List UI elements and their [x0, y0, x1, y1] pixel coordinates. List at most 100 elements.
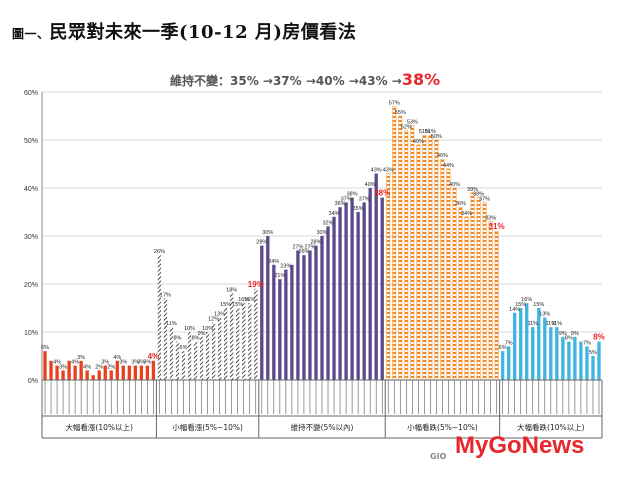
- bar: [579, 341, 583, 380]
- bar: [452, 187, 457, 381]
- bar: [133, 365, 137, 380]
- bar: [416, 144, 421, 381]
- bar: [175, 341, 180, 380]
- bar: [163, 298, 168, 380]
- bar: [591, 356, 595, 380]
- bar: [43, 351, 47, 380]
- bar: [482, 202, 487, 381]
- group-label: 小幅看漲(5%~10%): [172, 422, 243, 432]
- bar: [537, 308, 541, 380]
- bar: [476, 197, 481, 381]
- data-label: 16%: [244, 297, 255, 303]
- bar: [260, 245, 264, 380]
- bar: [205, 332, 210, 380]
- data-label: 49%: [413, 139, 424, 145]
- bar: [284, 269, 288, 380]
- bar: [507, 346, 511, 380]
- bar: [272, 264, 276, 380]
- data-label: 35%: [353, 206, 364, 212]
- data-label: 11%: [552, 321, 563, 327]
- bar: [254, 288, 258, 380]
- bar-series: [43, 106, 601, 381]
- y-tick-label: 60%: [24, 90, 38, 97]
- data-label: 27%: [292, 244, 303, 250]
- data-label: 30%: [316, 230, 327, 236]
- data-label: 26%: [298, 249, 309, 255]
- group-label: 大幅看漲(10%以上): [65, 422, 133, 432]
- group-label: 大幅看跌(10%以上): [517, 422, 585, 432]
- y-tick-label: 30%: [24, 234, 38, 241]
- data-label: 2%: [95, 364, 103, 370]
- bar: [109, 370, 113, 380]
- data-label: 4%: [53, 360, 61, 366]
- data-label: 4%: [83, 364, 91, 370]
- data-label: 12%: [208, 316, 219, 322]
- bar: [97, 370, 101, 380]
- bar: [230, 293, 234, 380]
- data-label: 9%: [559, 331, 567, 337]
- data-label: 15%: [220, 302, 231, 308]
- bar: [67, 360, 71, 380]
- bar: [422, 134, 427, 381]
- x-axis: 大幅看漲(10%以上) 小幅看漲(5%~10%) 維持不變(5%以內) 小幅看跌(5%…: [41, 379, 603, 439]
- bar: [151, 360, 156, 380]
- data-label: 40%: [449, 182, 460, 188]
- bar: [127, 365, 131, 380]
- bar: [320, 236, 324, 380]
- bar: [464, 216, 469, 381]
- data-label: 36%: [455, 201, 466, 207]
- data-label: 7%: [505, 340, 513, 346]
- data-label: 4%: [113, 355, 121, 361]
- bar: [446, 168, 451, 381]
- bar: [386, 173, 391, 381]
- data-label: 10%: [184, 326, 195, 332]
- data-label: 46%: [437, 153, 448, 159]
- data-label: 5%: [589, 350, 597, 356]
- bar: [356, 212, 360, 380]
- data-label: 30%: [262, 230, 273, 236]
- bar: [513, 312, 517, 380]
- bar: [49, 360, 53, 380]
- bar: [525, 303, 529, 380]
- bar: [266, 236, 270, 380]
- bar: [145, 365, 150, 380]
- trend-text: 維持不變：35% →37% →40% →43% →: [170, 74, 402, 88]
- bar: [290, 264, 294, 380]
- data-label: 11%: [546, 321, 557, 327]
- data-label: 37%: [341, 196, 352, 202]
- bar: [428, 134, 433, 381]
- bar: [199, 336, 204, 380]
- bar: [362, 202, 366, 380]
- bar: [302, 255, 306, 380]
- data-label: 50%: [431, 134, 442, 140]
- data-label: 15%: [515, 302, 526, 308]
- bar: [338, 207, 342, 380]
- trend-annotation: 維持不變：35% →37% →40% →43% →38%: [170, 70, 440, 89]
- data-label: 4%: [148, 352, 160, 361]
- bar: [169, 327, 174, 380]
- data-label: 3%: [131, 360, 139, 366]
- data-label: 7%: [583, 340, 591, 346]
- bar: [193, 341, 198, 380]
- trend-final-value: 38%: [401, 70, 441, 89]
- bar: [398, 115, 403, 381]
- data-label: 14%: [509, 307, 520, 313]
- bar: [567, 341, 571, 380]
- gio-logo: GIO: [430, 452, 447, 461]
- data-label: 37%: [479, 196, 490, 202]
- title-prefix: 圖一、: [12, 27, 50, 41]
- bar: [344, 202, 348, 380]
- bar: [470, 192, 475, 381]
- data-label: 33%: [485, 216, 496, 222]
- data-label: 10%: [202, 326, 213, 332]
- bar: [500, 351, 505, 380]
- bar: [61, 370, 65, 380]
- data-label: 4%: [71, 360, 79, 366]
- bar: [224, 308, 228, 380]
- data-label: 31%: [489, 222, 505, 231]
- bar: [187, 332, 192, 380]
- data-label: 40%: [365, 182, 376, 188]
- bar: [488, 221, 493, 381]
- group-label: 維持不變(5%以內): [291, 422, 354, 432]
- group-label: 小幅看跌(5%~10%): [407, 422, 478, 432]
